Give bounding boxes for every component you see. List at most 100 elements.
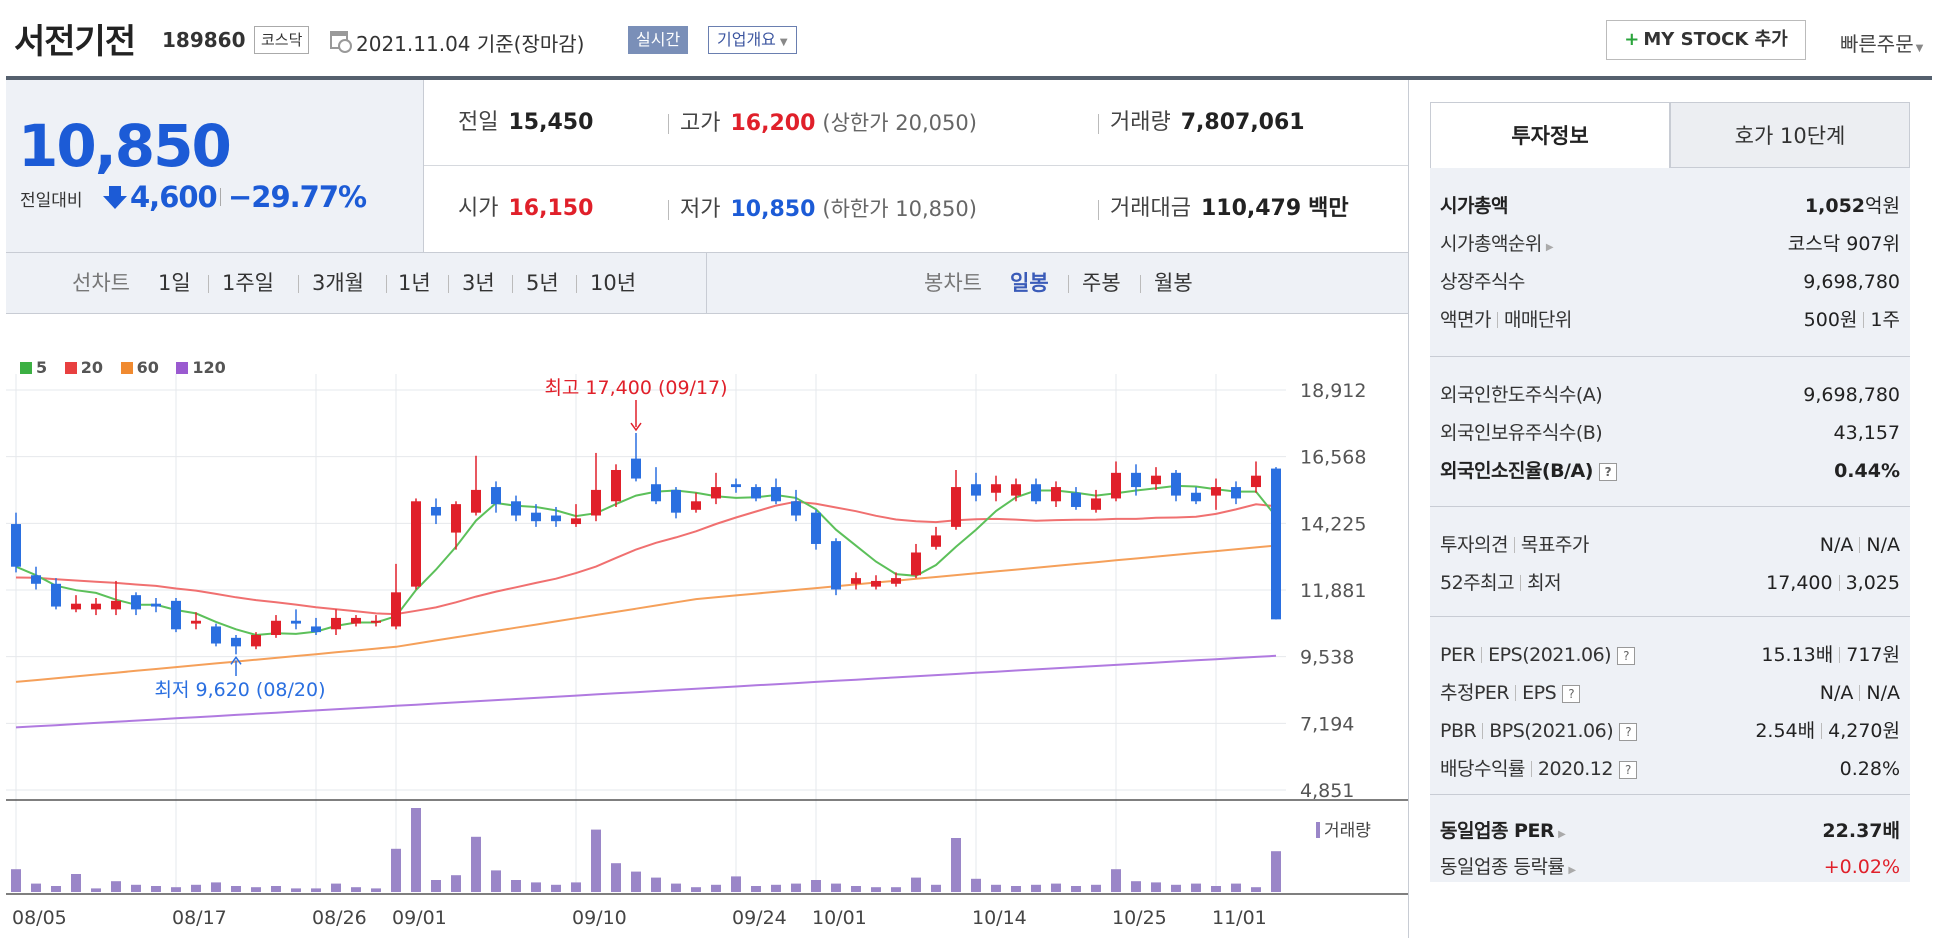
dividend-value: 0.28% (1839, 758, 1900, 780)
volume-bar (1091, 884, 1101, 892)
foreign-hold-label: 외국인보유주식수(B) (1440, 422, 1603, 444)
market-cap-label: 시가총액 (1440, 195, 1508, 217)
help-icon[interactable]: ? (1562, 685, 1581, 703)
foreign-limit-value: 9,698,780 (1803, 384, 1900, 406)
sector-per-row[interactable]: 동일업종 PER ▶ 22.37배 (1430, 813, 1910, 849)
market-cap-row: 시가총액 1,052억원 (1430, 188, 1910, 224)
company-name: 서전기전 (14, 22, 136, 62)
volume-bar (211, 882, 221, 892)
candle-body (531, 512, 541, 522)
high-annotation: 최고 17,400 (09/17) (544, 377, 727, 399)
y-tick-label: 9,538 (1300, 647, 1354, 669)
period-1w[interactable]: 1주일 (222, 271, 275, 295)
volume-bar (931, 884, 941, 892)
stock-code: 189860 (162, 28, 246, 52)
candle-body (891, 578, 901, 584)
est-per-text: 추정PER (1440, 682, 1510, 704)
foreign-limit-label: 외국인한도주식수(A) (1440, 384, 1603, 406)
candle-body (831, 541, 841, 590)
help-icon[interactable]: ? (1618, 761, 1637, 779)
change-label: 전일대비 (20, 191, 83, 211)
legend-swatch (20, 362, 32, 374)
foreign-ratio-row: 외국인소진율(B/A)? 0.44% (1430, 453, 1910, 489)
price-summary: 10,850 전일대비 4,600 −29.77% (6, 80, 424, 252)
volume-bar (1231, 883, 1241, 892)
candle-body (911, 552, 921, 576)
volume-bar (91, 888, 101, 892)
pbr-value: 2.54배 4,270원 (1755, 713, 1900, 749)
candle-body (651, 484, 661, 502)
volume-bar (751, 886, 761, 892)
candle-body (611, 469, 621, 502)
legend-label: 120 (192, 358, 226, 377)
period-10y[interactable]: 10년 (590, 271, 637, 295)
volume-bar (1191, 883, 1201, 892)
sector-per-value: 22.37배 (1822, 813, 1900, 849)
bps-text: BPS(2021.06) (1489, 720, 1614, 742)
price-stats: 전일 15,450 고가 16,200 (상한가 20,050) 거래량 7,807,… (424, 80, 1408, 252)
stock-chart[interactable]: 18,912 16,568 14,225 11,881 9,538 7,194 4,851 0… (0, 314, 1408, 938)
reference-date: 2021.11.04 기준(장마감) (356, 32, 585, 56)
dividend-row: 배당수익률 2020.12? 0.28% (1430, 751, 1910, 787)
candle-body (151, 603, 161, 607)
volume-bar (911, 877, 921, 892)
divider (1496, 312, 1498, 328)
period-1y[interactable]: 1년 (398, 271, 431, 295)
pbr: 2.54배 (1755, 720, 1816, 742)
period-3y[interactable]: 3년 (462, 271, 495, 295)
candle-body (291, 620, 301, 624)
dividend-text: 배당수익률 (1440, 758, 1525, 780)
help-icon[interactable]: ? (1617, 647, 1636, 665)
volume-bar (391, 848, 401, 892)
period-5y[interactable]: 5년 (526, 271, 559, 295)
market-badge: 코스닥 (254, 26, 310, 54)
info-tabs: 투자정보 호가 10단계 (1430, 102, 1910, 168)
x-tick-label: 09/10 (572, 907, 627, 929)
divider (706, 253, 707, 313)
sector-change-label: 동일업종 등락률 ▶ (1440, 849, 1576, 889)
volume-bar (711, 884, 721, 892)
divider (1821, 723, 1823, 739)
volume-bar (651, 877, 661, 892)
candle-daily[interactable]: 일봉 (1010, 271, 1049, 295)
x-tick-label: 08/26 (312, 907, 367, 929)
par-value-row: 액면가 매매단위 500원 1주 (1430, 302, 1910, 338)
est-per-label: 추정PER EPS? (1440, 675, 1581, 711)
help-icon[interactable]: ? (1598, 463, 1617, 481)
company-overview-button[interactable]: 기업개요 ▼ (708, 26, 797, 54)
tab-investment-info[interactable]: 투자정보 (1430, 102, 1670, 168)
market-cap-rank-row[interactable]: 시가총액순위 ▶ 코스닥 907위 (1430, 226, 1910, 262)
caret-right-icon: ▶ (1558, 829, 1566, 840)
eps: 717원 (1846, 644, 1900, 666)
legend-label: 5 (36, 358, 48, 377)
low-arrow-head (230, 656, 242, 665)
divider (668, 114, 669, 134)
x-tick-label: 08/05 (12, 907, 67, 929)
quick-order-label: 빠른주문 (1840, 32, 1914, 56)
divider (1068, 275, 1069, 293)
listed-shares-value: 9,698,780 (1803, 271, 1900, 293)
volume-bar (51, 886, 61, 892)
candle-body (311, 626, 321, 633)
volume-bar (1031, 884, 1041, 892)
open-price: 시가 16,150 (458, 166, 593, 252)
prev-close-label: 전일 (458, 110, 499, 135)
sector-change-row[interactable]: 동일업종 등락률 ▶ +0.02% (1430, 849, 1910, 885)
tab-order-book[interactable]: 호가 10단계 (1670, 102, 1910, 168)
eps-text: EPS(2021.06) (1488, 644, 1612, 666)
quick-order-button[interactable]: 빠른주문 ▼ (1840, 28, 1923, 57)
ma5-line (15, 484, 1277, 637)
per: 15.13배 (1761, 644, 1834, 666)
help-icon[interactable]: ? (1619, 723, 1638, 741)
y-tick-label: 11,881 (1300, 580, 1366, 602)
period-1d[interactable]: 1일 (158, 271, 191, 295)
period-3m[interactable]: 3개월 (312, 271, 365, 295)
listed-shares-label: 상장주식수 (1440, 271, 1525, 293)
realtime-button[interactable]: 실시간 (628, 26, 689, 54)
candle-weekly[interactable]: 주봉 (1082, 271, 1121, 295)
legend-label: 60 (136, 358, 159, 377)
open-value: 16,150 (508, 196, 594, 221)
candle-body (571, 518, 581, 525)
add-my-stock-button[interactable]: + MY STOCK 추가 (1606, 20, 1806, 60)
candle-monthly[interactable]: 월봉 (1154, 271, 1193, 295)
